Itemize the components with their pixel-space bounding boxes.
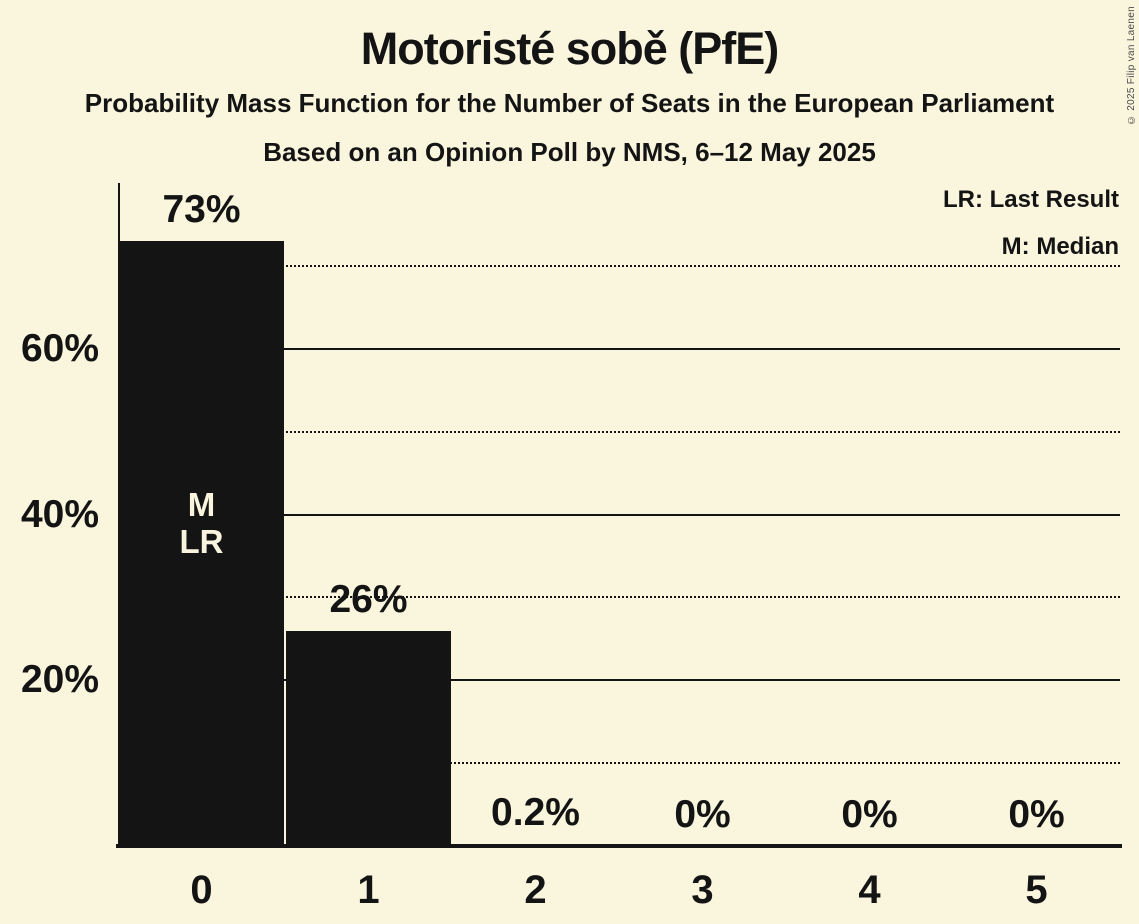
bar-value-label-2: 0.2% — [491, 791, 580, 834]
y-tick-label-40: 40% — [20, 492, 99, 536]
bar-value-label-5: 0% — [1008, 793, 1065, 836]
poll-source-note: Based on an Opinion Poll by NMS, 6–12 Ma… — [263, 137, 876, 167]
x-tick-label-1: 1 — [357, 868, 380, 912]
bar-value-label-0: 73% — [162, 188, 241, 231]
chart-title: Motoristé sobě (PfE) — [360, 23, 780, 74]
x-tick-label-5: 5 — [1025, 868, 1048, 912]
bar-inner-annotation-0: M LR — [179, 486, 224, 560]
bar-1 — [286, 631, 451, 846]
bar-value-label-4: 0% — [841, 793, 898, 836]
gridline-dotted-50 — [118, 430, 1120, 433]
y-tick-label-20: 20% — [20, 658, 99, 702]
bar-0 — [119, 241, 284, 846]
plot-area: 73% M LR 26% 0.2% 0% 0% 0% — [116, 183, 1122, 848]
gridline-dotted-10 — [118, 762, 1120, 765]
gridline-solid-40 — [118, 513, 1120, 516]
legend-last-result: LR: Last Result — [942, 186, 1119, 213]
copyright-notice: © 2025 Filip van Laenen — [1126, 6, 1137, 126]
chart-subtitle: Probability Mass Function for the Number… — [84, 88, 1055, 118]
gridline-solid-20 — [118, 679, 1120, 682]
x-tick-label-2: 2 — [524, 868, 547, 912]
bar-2 — [453, 844, 618, 846]
x-tick-label-4: 4 — [858, 868, 881, 912]
x-axis-line — [116, 844, 1122, 848]
gridline-dotted-70 — [118, 264, 1120, 267]
x-tick-label-0: 0 — [190, 868, 213, 912]
bar-value-label-1: 26% — [329, 578, 408, 621]
bar-value-label-3: 0% — [674, 793, 731, 836]
legend-median: M: Median — [1001, 233, 1119, 260]
gridline-dotted-30 — [118, 596, 1120, 599]
x-tick-label-3: 3 — [691, 868, 714, 912]
gridline-solid-60 — [118, 347, 1120, 350]
y-tick-label-60: 60% — [20, 326, 99, 370]
